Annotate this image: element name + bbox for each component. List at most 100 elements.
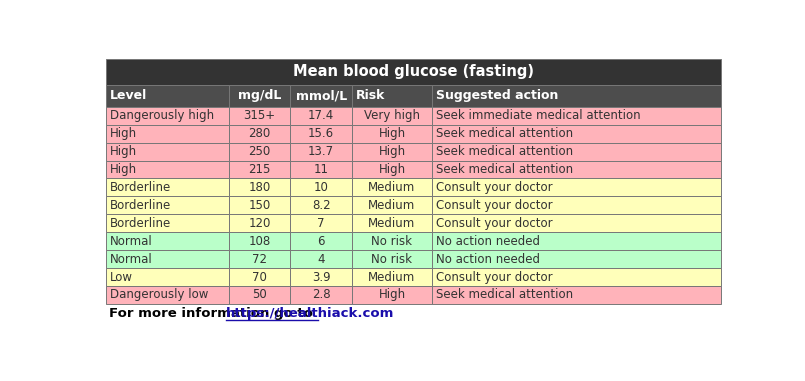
Bar: [105, 59, 721, 85]
Bar: [352, 142, 432, 160]
Text: High: High: [110, 145, 137, 158]
Bar: [105, 125, 229, 142]
Bar: [291, 85, 352, 107]
Text: Seek medical attention: Seek medical attention: [436, 145, 573, 158]
Text: High: High: [378, 127, 406, 140]
Text: 215: 215: [249, 163, 270, 176]
Bar: [229, 196, 291, 214]
Text: Mean blood glucose (fasting): Mean blood glucose (fasting): [293, 64, 534, 79]
Bar: [229, 286, 291, 304]
Text: 6: 6: [317, 235, 325, 248]
Text: High: High: [378, 163, 406, 176]
Text: Medium: Medium: [369, 217, 415, 230]
Text: Consult your doctor: Consult your doctor: [436, 181, 553, 194]
Text: 108: 108: [249, 235, 270, 248]
Text: 13.7: 13.7: [308, 145, 334, 158]
Text: Borderline: Borderline: [110, 199, 171, 212]
Text: High: High: [378, 288, 406, 301]
Text: 7: 7: [317, 217, 325, 230]
Text: 50: 50: [252, 288, 267, 301]
Bar: [352, 196, 432, 214]
Bar: [229, 232, 291, 250]
Text: 3.9: 3.9: [312, 271, 330, 283]
Text: Very high: Very high: [364, 109, 420, 122]
Text: High: High: [110, 127, 137, 140]
Bar: [432, 214, 721, 232]
Bar: [291, 250, 352, 268]
Text: 70: 70: [252, 271, 267, 283]
Text: mg/dL: mg/dL: [237, 89, 281, 102]
Bar: [291, 268, 352, 286]
Bar: [229, 125, 291, 142]
Bar: [432, 232, 721, 250]
Bar: [291, 286, 352, 304]
Bar: [352, 268, 432, 286]
Text: No risk: No risk: [371, 253, 412, 266]
Text: Seek medical attention: Seek medical attention: [436, 163, 573, 176]
Bar: [352, 178, 432, 196]
Bar: [291, 196, 352, 214]
Text: 2.8: 2.8: [312, 288, 330, 301]
Bar: [105, 286, 229, 304]
Bar: [291, 214, 352, 232]
Bar: [291, 125, 352, 142]
Text: No action needed: No action needed: [436, 235, 540, 248]
Text: 4: 4: [317, 253, 325, 266]
Bar: [229, 107, 291, 125]
Bar: [352, 85, 432, 107]
Text: Consult your doctor: Consult your doctor: [436, 199, 553, 212]
Bar: [105, 214, 229, 232]
Text: Suggested action: Suggested action: [436, 89, 559, 102]
Bar: [352, 160, 432, 178]
Text: High: High: [378, 145, 406, 158]
Bar: [105, 268, 229, 286]
Bar: [432, 125, 721, 142]
Text: Dangerously low: Dangerously low: [110, 288, 208, 301]
Text: 10: 10: [314, 181, 328, 194]
Bar: [432, 268, 721, 286]
Text: Seek medical attention: Seek medical attention: [436, 288, 573, 301]
Bar: [352, 125, 432, 142]
Text: Normal: Normal: [110, 253, 153, 266]
Text: mmol/L: mmol/L: [295, 89, 347, 102]
Text: 280: 280: [249, 127, 270, 140]
Text: 8.2: 8.2: [312, 199, 330, 212]
Text: Dangerously high: Dangerously high: [110, 109, 214, 122]
Bar: [432, 142, 721, 160]
Text: Seek medical attention: Seek medical attention: [436, 127, 573, 140]
Bar: [432, 250, 721, 268]
Text: Low: Low: [110, 271, 133, 283]
Bar: [432, 107, 721, 125]
Bar: [432, 196, 721, 214]
Bar: [291, 142, 352, 160]
Text: Consult your doctor: Consult your doctor: [436, 271, 553, 283]
Text: 150: 150: [249, 199, 270, 212]
Text: 120: 120: [249, 217, 270, 230]
Bar: [352, 107, 432, 125]
Bar: [105, 178, 229, 196]
Bar: [229, 142, 291, 160]
Bar: [105, 142, 229, 160]
Text: Level: Level: [110, 89, 147, 102]
Bar: [229, 85, 291, 107]
Bar: [291, 232, 352, 250]
Bar: [105, 232, 229, 250]
Bar: [432, 160, 721, 178]
Text: 250: 250: [249, 145, 270, 158]
Bar: [229, 214, 291, 232]
Bar: [432, 178, 721, 196]
Text: Medium: Medium: [369, 271, 415, 283]
Text: Risk: Risk: [357, 89, 386, 102]
Bar: [352, 214, 432, 232]
Text: Borderline: Borderline: [110, 181, 171, 194]
Text: Medium: Medium: [369, 199, 415, 212]
Bar: [105, 160, 229, 178]
Text: 315+: 315+: [243, 109, 275, 122]
Text: 72: 72: [252, 253, 267, 266]
Bar: [229, 268, 291, 286]
Bar: [105, 196, 229, 214]
Text: No action needed: No action needed: [436, 253, 540, 266]
Bar: [352, 250, 432, 268]
Bar: [229, 160, 291, 178]
Text: High: High: [110, 163, 137, 176]
